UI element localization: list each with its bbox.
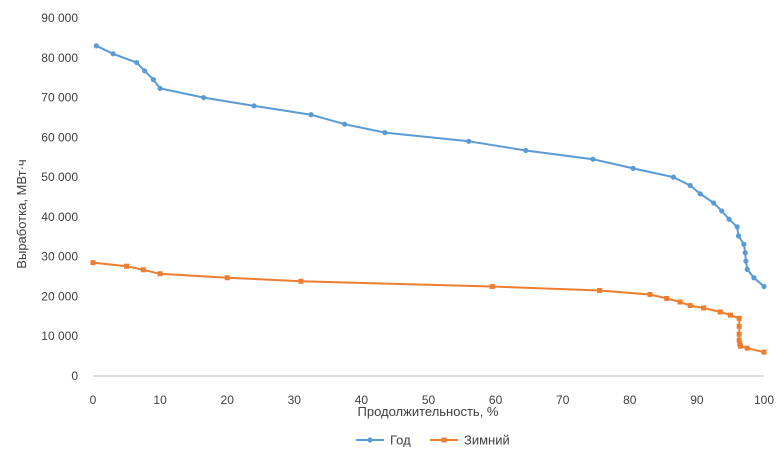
data-point: [736, 331, 742, 337]
series-1: [93, 43, 767, 290]
data-point: [224, 275, 230, 281]
y-tick-label: 40 000: [41, 210, 78, 224]
y-tick-label: 90 000: [41, 11, 78, 25]
data-point: [744, 345, 750, 351]
data-point: [736, 315, 742, 321]
data-point: [751, 275, 757, 281]
y-tick-label: 60 000: [41, 130, 78, 144]
data-point: [711, 200, 717, 206]
data-point: [697, 191, 703, 197]
data-point: [717, 309, 723, 315]
data-point: [150, 77, 156, 83]
legend-label: Зимний: [464, 433, 510, 448]
legend-marker: [367, 437, 373, 443]
series-2: [90, 260, 767, 355]
data-point: [761, 349, 767, 355]
data-point: [93, 43, 99, 49]
y-tick-label: 10 000: [41, 329, 78, 343]
data-point: [701, 305, 707, 311]
data-point: [308, 112, 314, 118]
data-point: [134, 59, 140, 66]
data-point: [742, 250, 748, 256]
data-point: [727, 312, 733, 318]
data-point: [124, 263, 130, 269]
data-point: [140, 267, 146, 273]
data-point: [630, 165, 636, 171]
data-point: [734, 224, 740, 230]
x-tick-label: 60: [489, 393, 503, 407]
data-point: [157, 271, 163, 277]
x-tick-label: 0: [90, 393, 97, 407]
data-point: [342, 121, 348, 127]
data-point: [251, 103, 257, 109]
data-point: [157, 85, 163, 92]
y-tick-label: 80 000: [41, 51, 78, 65]
x-tick-label: 10: [153, 393, 167, 407]
legend: Год Зимний: [356, 433, 510, 448]
data-point: [590, 156, 596, 162]
data-point: [382, 129, 388, 136]
data-point: [719, 208, 725, 214]
data-point: [489, 284, 495, 289]
x-tick-label: 80: [623, 393, 637, 407]
data-point: [744, 266, 750, 272]
y-tick-label: 30 000: [41, 250, 78, 264]
x-tick-label: 20: [221, 393, 235, 407]
data-point: [142, 68, 148, 74]
data-point: [597, 287, 603, 293]
x-tick-label: 70: [556, 393, 570, 407]
x-tick-label: 100: [754, 393, 774, 407]
y-axis-ticks: 0 10 000 20 000 30 000 40 000 50 000 60 000 70 …: [41, 11, 78, 383]
data-point: [738, 343, 744, 349]
data-point: [466, 138, 472, 144]
data-point: [761, 283, 767, 290]
series-line: [95, 44, 765, 288]
data-point: [647, 291, 653, 297]
series-line: [92, 261, 765, 354]
data-point: [664, 295, 670, 301]
data-point: [743, 258, 749, 264]
x-axis-title: Продолжительность, %: [358, 404, 499, 419]
data-point: [670, 174, 677, 180]
x-axis-ticks: 0 10 20 30 40 50 60 70 80 90 100: [90, 393, 775, 407]
legend-label: Год: [390, 433, 411, 448]
data-point: [741, 241, 747, 247]
data-point: [90, 260, 96, 266]
data-point: [298, 278, 304, 284]
data-point: [726, 216, 732, 222]
data-point: [677, 299, 683, 305]
data-point: [687, 303, 693, 309]
y-tick-label: 0: [71, 369, 78, 383]
data-point: [736, 323, 742, 329]
data-point: [110, 51, 116, 57]
y-axis-title: Выработка, МВт·ч: [14, 159, 29, 268]
data-point: [201, 94, 207, 101]
data-point: [736, 337, 742, 343]
y-tick-label: 50 000: [41, 170, 78, 184]
y-tick-label: 70 000: [41, 91, 78, 105]
x-tick-label: 30: [288, 393, 302, 407]
data-point: [523, 147, 529, 154]
y-tick-label: 20 000: [41, 289, 78, 303]
x-tick-label: 40: [355, 393, 369, 407]
series-layer: [90, 43, 767, 355]
legend-marker: [441, 437, 447, 443]
data-point: [735, 233, 742, 239]
x-tick-label: 50: [422, 393, 436, 407]
data-point: [687, 182, 693, 189]
x-tick-label: 90: [690, 393, 704, 407]
